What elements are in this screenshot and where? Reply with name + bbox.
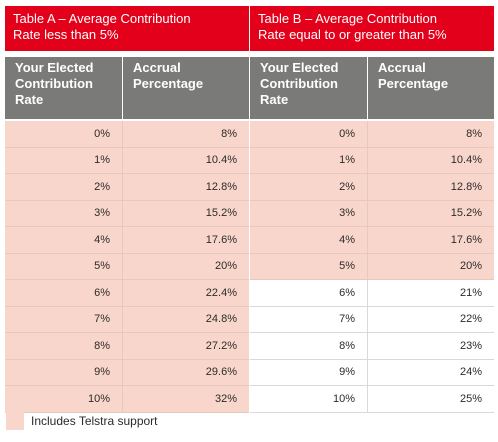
legend-label: Includes Telstra support (31, 414, 158, 428)
accrual-cell: 32% (214, 392, 237, 405)
accrual-cell: 20% (214, 260, 237, 273)
table-row: 5% 20% (5, 253, 249, 280)
rate-cell: 2% (5, 174, 123, 200)
accrual-cell: 10.4% (205, 154, 237, 167)
accrual-cell: 24% (459, 366, 482, 379)
table-a-title-line1: Table A – Average Contribution (13, 11, 191, 26)
rate-cell: 10% (250, 386, 368, 412)
accrual-cell: 25% (459, 392, 482, 405)
rate-cell: 10% (5, 386, 123, 412)
table-b-body: 0% 8% 1% 10.4% 2% 12.8% 3% 15.2% 4% 17.6% 5% 20% 6% 2… (250, 121, 494, 413)
header-text: Accrual (133, 60, 181, 75)
table-row: 4% 17.6% (5, 227, 249, 254)
rate-cell: 1% (250, 147, 368, 173)
rate-cell: 1% (5, 147, 123, 173)
table-b-header: Your Elected Contribution Rate Accrual P… (250, 57, 494, 119)
table-row: 9% 24% (250, 359, 494, 386)
legend-swatch (6, 412, 24, 430)
table-a: Table A – Average Contribution Rate less… (5, 6, 249, 413)
table-a-title: Table A – Average Contribution Rate less… (5, 6, 249, 51)
accrual-cell: 15.2% (205, 207, 237, 220)
accrual-cell: 10.4% (450, 154, 482, 167)
header-text: Contribution (260, 76, 338, 91)
table-row: 10% 32% (5, 386, 249, 413)
accrual-cell: 24.8% (205, 313, 237, 326)
rate-cell: 8% (250, 333, 368, 359)
rate-cell: 4% (250, 227, 368, 253)
header-text: Rate (260, 92, 289, 107)
table-row: 7% 22% (250, 306, 494, 333)
rate-cell: 3% (5, 200, 123, 226)
accrual-cell: 15.2% (450, 207, 482, 220)
table-row: 6% 21% (250, 280, 494, 307)
header-text: Your Elected (15, 60, 94, 75)
rate-cell: 0% (250, 121, 368, 147)
table-row: 9% 29.6% (5, 359, 249, 386)
accrual-cell: 17.6% (205, 233, 237, 246)
accrual-cell: 21% (459, 286, 482, 299)
header-text: Accrual (378, 60, 426, 75)
rate-cell: 8% (5, 333, 123, 359)
table-row: 10% 25% (250, 386, 494, 413)
rate-cell: 2% (250, 174, 368, 200)
table-row: 1% 10.4% (250, 147, 494, 174)
table-row: 2% 12.8% (5, 174, 249, 201)
accrual-cell: 23% (459, 339, 482, 352)
table-row: 3% 15.2% (250, 200, 494, 227)
rate-cell: 3% (250, 200, 368, 226)
table-row: 7% 24.8% (5, 306, 249, 333)
table-b-title-line2: Rate equal to or greater than 5% (258, 27, 447, 42)
table-row: 2% 12.8% (250, 174, 494, 201)
table-a-header: Your Elected Contribution Rate Accrual P… (5, 57, 249, 119)
header-text: Your Elected (260, 60, 339, 75)
table-row: 1% 10.4% (5, 147, 249, 174)
table-b: Table B – Average Contribution Rate equa… (250, 6, 494, 413)
rate-cell: 6% (250, 280, 368, 306)
rate-cell: 0% (5, 121, 123, 147)
accrual-cell: 27.2% (205, 339, 237, 352)
accrual-cell: 12.8% (450, 180, 482, 193)
rate-cell: 7% (5, 306, 123, 332)
accrual-cell: 8% (221, 127, 237, 140)
rate-cell: 5% (250, 253, 368, 279)
header-text: Percentage (133, 76, 204, 91)
table-b-title-line1: Table B – Average Contribution (258, 11, 437, 26)
table-b-title: Table B – Average Contribution Rate equa… (250, 6, 494, 51)
accrual-cell: 17.6% (450, 233, 482, 246)
accrual-cell: 29.6% (205, 366, 237, 379)
header-text: Rate (15, 92, 44, 107)
rate-cell: 5% (5, 253, 123, 279)
rate-cell: 9% (5, 359, 123, 385)
header-text: Contribution (15, 76, 93, 91)
table-b-col-accrual-header: Accrual Percentage (368, 57, 494, 119)
table-a-col-accrual-header: Accrual Percentage (123, 57, 249, 119)
table-a-col-rate-header: Your Elected Contribution Rate (5, 57, 123, 119)
table-a-body: 0% 8% 1% 10.4% 2% 12.8% 3% 15.2% 4% 17.6% 5% 20% 6% 2… (5, 121, 249, 413)
rate-cell: 9% (250, 359, 368, 385)
legend: Includes Telstra support (6, 412, 158, 430)
rate-cell: 7% (250, 306, 368, 332)
table-row: 0% 8% (5, 121, 249, 148)
accrual-cell: 20% (459, 260, 482, 273)
rate-cell: 6% (5, 280, 123, 306)
table-row: 0% 8% (250, 121, 494, 148)
accrual-cell: 22% (459, 313, 482, 326)
table-row: 8% 23% (250, 333, 494, 360)
accrual-cell: 22.4% (205, 286, 237, 299)
header-text: Percentage (378, 76, 449, 91)
accrual-cell: 12.8% (205, 180, 237, 193)
table-row: 5% 20% (250, 253, 494, 280)
table-row: 3% 15.2% (5, 200, 249, 227)
table-row: 8% 27.2% (5, 333, 249, 360)
table-a-title-line2: Rate less than 5% (13, 27, 119, 42)
table-b-col-rate-header: Your Elected Contribution Rate (250, 57, 368, 119)
accrual-cell: 8% (466, 127, 482, 140)
table-row: 6% 22.4% (5, 280, 249, 307)
table-row: 4% 17.6% (250, 227, 494, 254)
rate-cell: 4% (5, 227, 123, 253)
